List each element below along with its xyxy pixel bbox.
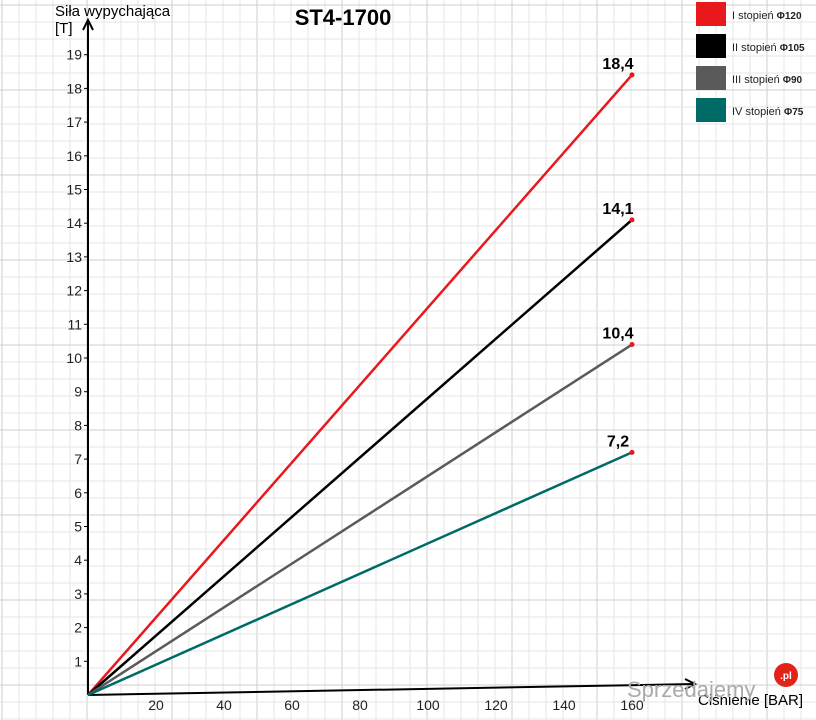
y-tick-label: 18 <box>66 80 82 96</box>
y-axis-label-line2: [T] <box>55 20 73 37</box>
y-tick-label: 15 <box>66 182 82 198</box>
end-value-labels: 18,4 14,1 10,4 7,2 <box>602 56 633 450</box>
series-end-point-1 <box>629 72 635 78</box>
x-tick-label: 40 <box>216 697 232 713</box>
y-tick-label: 12 <box>66 283 82 299</box>
legend-swatch-4 <box>696 98 726 122</box>
x-tick-labels: 20 40 60 80 100 120 140 160 <box>148 697 644 713</box>
x-tick-label: 60 <box>284 697 300 713</box>
legend-swatch-3 <box>696 66 726 90</box>
end-value-label-1: 18,4 <box>602 56 633 73</box>
x-tick-label: 120 <box>484 697 508 713</box>
legend-label-3: III stopień Φ90 <box>732 74 803 86</box>
series-line-1 <box>87 74 633 696</box>
chart-title: ST4-1700 <box>295 5 392 30</box>
y-tick-label: 10 <box>66 350 82 366</box>
end-value-label-3: 10,4 <box>602 326 633 343</box>
y-tick-label: 9 <box>74 384 82 400</box>
x-axis-label: Ciśnienie [BAR] <box>698 692 803 709</box>
legend-label-4: IV stopień Φ75 <box>732 106 804 118</box>
series-lines <box>87 72 635 697</box>
end-value-label-2: 14,1 <box>602 201 633 218</box>
x-tick-label: 160 <box>620 697 644 713</box>
x-axis-line <box>87 683 696 696</box>
axes <box>82 17 698 696</box>
x-tick-label: 100 <box>416 697 440 713</box>
y-tick-label: 6 <box>74 485 82 501</box>
series-end-point-3 <box>629 342 635 348</box>
watermark-text: Sprzedajemy <box>627 677 755 702</box>
watermark-badge <box>774 663 798 687</box>
y-tick-label: 4 <box>74 552 82 568</box>
legend-size-1: Φ120 <box>777 11 802 22</box>
legend-label-1: I stopień Φ120 <box>732 10 802 22</box>
legend-swatch-2 <box>696 34 726 58</box>
x-tick-label: 20 <box>148 697 164 713</box>
watermark-badge-text: .pl <box>780 671 792 682</box>
legend-size-4: Φ75 <box>784 107 804 118</box>
legend-size-2: Φ105 <box>780 43 805 54</box>
y-tick-label: 19 <box>66 47 82 63</box>
y-tick-label: 8 <box>74 417 82 433</box>
y-tick-label: 11 <box>67 316 82 332</box>
series-line-3 <box>87 343 633 697</box>
watermark: Sprzedajemy .pl <box>627 663 798 702</box>
x-axis-arrow <box>684 678 698 690</box>
y-tick-label: 3 <box>74 586 82 602</box>
y-tick-label: 5 <box>74 519 82 535</box>
y-tick-label: 16 <box>66 148 82 164</box>
series-line-2 <box>87 218 633 696</box>
legend-label-2: II stopień Φ105 <box>732 42 805 54</box>
legend-size-3: Φ90 <box>783 75 803 86</box>
y-tick-label: 17 <box>66 114 82 130</box>
y-tick-label: 2 <box>74 620 82 636</box>
series-end-point-2 <box>629 217 635 223</box>
legend: I stopień Φ120 II stopień Φ105 III stopień… <box>696 2 805 122</box>
x-tick-label: 140 <box>552 697 576 713</box>
y-axis-arrow <box>82 17 94 31</box>
end-value-label-4: 7,2 <box>607 433 629 450</box>
y-tick-label: 13 <box>66 249 82 265</box>
legend-swatch-1 <box>696 2 726 26</box>
y-tick-label: 1 <box>74 653 82 669</box>
y-tick-label: 7 <box>74 451 82 467</box>
y-tick-label: 14 <box>66 215 82 231</box>
series-end-point-4 <box>629 449 635 455</box>
y-axis-label-line1: Siła wypychająca <box>55 3 171 20</box>
x-tick-label: 80 <box>352 697 368 713</box>
series-line-4 <box>87 451 633 697</box>
